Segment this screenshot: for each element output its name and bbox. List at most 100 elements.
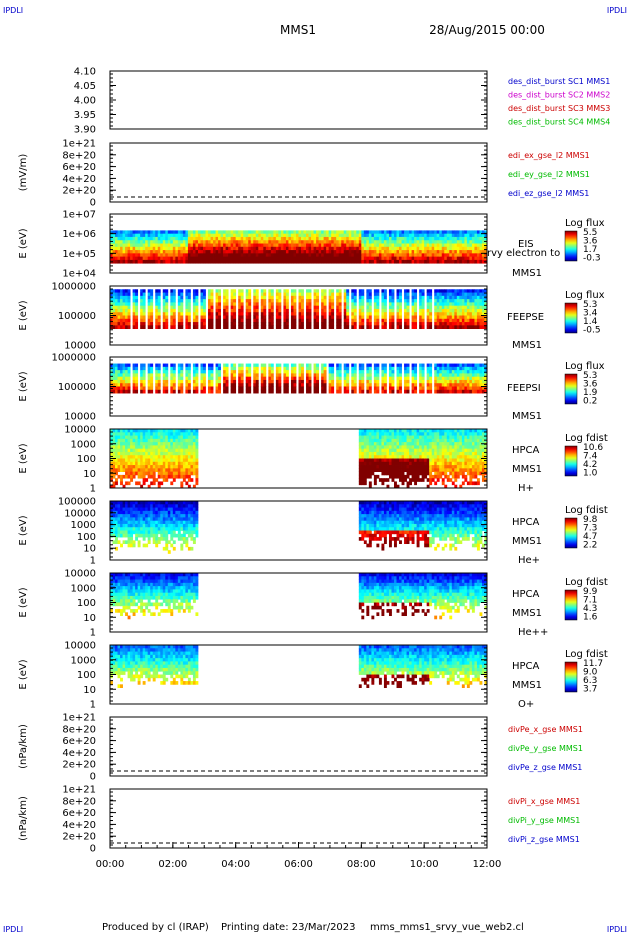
- heatmap-cell: [192, 289, 196, 293]
- heatmap-cell: [195, 315, 199, 320]
- heatmap-cell: [195, 438, 199, 443]
- heatmap-cell: [404, 373, 407, 378]
- heatmap-cell: [263, 312, 267, 316]
- heatmap-cell: [439, 253, 443, 258]
- heatmap-cell: [263, 295, 267, 300]
- heatmap-cell: [122, 370, 126, 374]
- heatmap-cell: [215, 292, 219, 297]
- heatmap-cell: [323, 389, 327, 394]
- heatmap-cell: [396, 325, 400, 330]
- heatmap-cell: [351, 383, 355, 387]
- heatmap-cell: [366, 442, 370, 446]
- heatmap-cell: [147, 246, 151, 251]
- heatmap-cell: [484, 325, 488, 330]
- heatmap-cell: [197, 233, 201, 238]
- heatmap-cell: [260, 256, 264, 261]
- heatmap-cell: [298, 259, 302, 264]
- heatmap-cell: [341, 240, 345, 244]
- heatmap-cell: [321, 318, 325, 323]
- heatmap-cell: [358, 389, 362, 394]
- heatmap-cell: [366, 253, 370, 258]
- heatmap-cell: [396, 386, 400, 391]
- heatmap-cell: [150, 389, 154, 394]
- heatmap-cell: [200, 312, 204, 316]
- heatmap-cell: [368, 259, 372, 264]
- heatmap-cell: [466, 240, 470, 244]
- heatmap-cell: [434, 312, 438, 316]
- heatmap-cell: [366, 429, 370, 433]
- heatmap-cell: [273, 230, 277, 235]
- heatmap-cell: [414, 471, 418, 476]
- heatmap-cell: [185, 471, 189, 476]
- heatmap-cell: [451, 292, 455, 297]
- heatmap-cell: [388, 315, 392, 320]
- heatmap-cell: [383, 253, 387, 258]
- heatmap-cell: [220, 243, 224, 248]
- heatmap-cell: [446, 230, 450, 235]
- heatmap-cell: [210, 305, 214, 310]
- heatmap-cell: [152, 478, 156, 482]
- heatmap-cell: [459, 363, 463, 368]
- heatmap-cell: [306, 325, 309, 330]
- heatmap-cell: [127, 432, 131, 436]
- heatmap-cell: [200, 240, 204, 244]
- heatmap-cell: [451, 389, 455, 394]
- heatmap-cell: [170, 305, 174, 310]
- heatmap-cell: [301, 366, 304, 371]
- heatmap-cell: [115, 445, 118, 450]
- heatmap-cell: [223, 322, 227, 326]
- heatmap-cell: [456, 243, 460, 248]
- heatmap-cell: [223, 308, 227, 313]
- heatmap-cell: [388, 302, 392, 307]
- heatmap-cell: [260, 376, 264, 381]
- heatmap-cell: [225, 312, 229, 316]
- heatmap-cell: [476, 259, 480, 264]
- heatmap-cell: [140, 386, 144, 391]
- heatmap-cell: [298, 305, 302, 310]
- heatmap-cell: [466, 312, 470, 316]
- heatmap-cell: [190, 461, 194, 466]
- heatmap-cell: [464, 315, 468, 320]
- heatmap-cell: [313, 302, 317, 307]
- heatmap-cell: [399, 366, 402, 371]
- heatmap-cell: [429, 240, 433, 244]
- heatmap-cell: [386, 465, 390, 469]
- heatmap-cell: [127, 481, 131, 486]
- heatmap-cell: [331, 295, 335, 300]
- colorbar-tick-label: 5.5: [583, 228, 597, 238]
- heatmap-cell: [474, 292, 478, 297]
- heatmap-cell: [449, 376, 453, 381]
- heatmap-cell: [263, 250, 267, 254]
- heatmap-cell: [180, 236, 184, 241]
- heatmap-cell: [409, 246, 412, 251]
- heatmap-cell: [255, 246, 259, 251]
- heatmap-cell: [132, 366, 136, 371]
- heatmap-cell: [323, 373, 327, 378]
- heatmap-cell: [122, 236, 126, 241]
- heatmap-cell: [180, 461, 184, 466]
- heatmap-cell: [391, 246, 395, 251]
- heatmap-cell: [278, 259, 282, 264]
- heatmap-cell: [466, 236, 470, 241]
- heatmap-cell: [454, 370, 458, 374]
- heatmap-cell: [245, 259, 249, 264]
- heatmap-cell: [187, 458, 191, 463]
- heatmap-cell: [406, 451, 410, 456]
- heatmap-cell: [147, 318, 151, 323]
- heatmap-cell: [230, 322, 234, 326]
- heatmap-cell: [358, 481, 362, 486]
- heatmap-cell: [130, 243, 134, 248]
- heatmap-cell: [464, 376, 468, 381]
- heatmap-cell: [283, 322, 287, 326]
- heatmap-cell: [255, 240, 259, 244]
- colorbar-scale: [564, 373, 578, 405]
- heatmap-cell: [396, 366, 400, 371]
- heatmap-cell: [454, 322, 458, 326]
- heatmap-cell: [434, 302, 438, 307]
- heatmap-cell: [414, 468, 418, 473]
- y-tick-label: 0: [90, 198, 96, 209]
- heatmap-cell: [253, 299, 257, 303]
- heatmap-cell: [479, 305, 483, 310]
- heatmap-cell: [391, 236, 395, 241]
- heatmap-cell: [132, 455, 136, 459]
